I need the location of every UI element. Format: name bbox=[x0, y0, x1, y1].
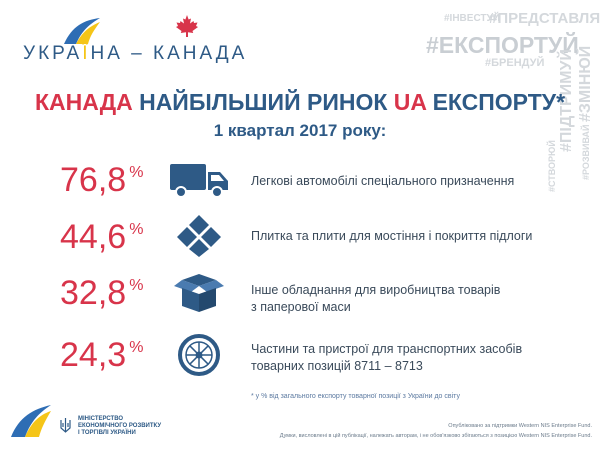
ministry-line: МІНІСТЕРСТВО bbox=[78, 416, 124, 422]
stat-unit: % bbox=[129, 164, 144, 181]
stat-unit: % bbox=[129, 277, 144, 294]
credit-line: Опубліковано за підтримки Western NIS En… bbox=[448, 423, 592, 429]
title-part: НАЙБІЛЬШИЙ РИНОК bbox=[139, 89, 388, 115]
trident-icon bbox=[60, 418, 71, 433]
ministry-line: І ТОРГІВЛІ УКРАЇНИ bbox=[78, 430, 136, 436]
hashtag: #ЕКСПОРТУЙ bbox=[426, 32, 579, 58]
ukraine-logo-mark bbox=[64, 18, 100, 44]
stat-value: 76,8% bbox=[60, 163, 143, 197]
page-subtitle: 1 квартал 2017 року: bbox=[213, 121, 387, 140]
stat-number: 32,8 bbox=[60, 274, 127, 312]
logo-highlight: Ї bbox=[82, 43, 91, 64]
tiles-icon bbox=[177, 215, 221, 257]
wheel-icon bbox=[178, 334, 220, 376]
row-description-line: товарних позицій 8711 – 8713 bbox=[251, 359, 423, 373]
row-description: Легкові автомобілі спеціального призначе… bbox=[251, 174, 515, 188]
hashtag: #БРЕНДУЙ bbox=[485, 57, 545, 69]
ministry-line: ЕКОНОМІЧНОГО РОЗВИТКУ bbox=[78, 423, 162, 429]
row-description-line: Інше обладнання для виробництва товарів bbox=[251, 283, 501, 297]
stat-value: 44,6% bbox=[60, 220, 143, 254]
stat-unit: % bbox=[129, 221, 144, 238]
title-part: КАНАДА bbox=[34, 89, 133, 115]
page-title: КАНАДА НАЙБІЛЬШИЙ РИНОК UA ЕКСПОРТУ* bbox=[0, 89, 600, 116]
footnote: * у % від загального експорту товарної п… bbox=[251, 393, 460, 400]
box-icon bbox=[174, 274, 224, 312]
row-description-line: Частини та пристрої для транспортних зас… bbox=[251, 342, 523, 356]
logo-part1: УКРА bbox=[23, 43, 83, 64]
hashtag: #СТВОРЮЙ bbox=[547, 140, 557, 192]
truck-icon bbox=[170, 164, 228, 198]
hashtag: #ІНВЕСТУЙ bbox=[444, 13, 500, 24]
ministry-logo-mark bbox=[11, 405, 51, 437]
stat-number: 24,3 bbox=[60, 336, 127, 374]
credit-disclaimer: Думки, висловлені в цій публікації, нале… bbox=[279, 433, 592, 439]
row-description: Плитка та плити для мостіння і покриття … bbox=[251, 229, 533, 243]
stat-number: 76,8 bbox=[60, 161, 127, 199]
title-part: ЕКСПОРТУ* bbox=[432, 89, 566, 115]
row-description-line: з паперової маси bbox=[251, 300, 351, 314]
title-part: UA bbox=[393, 89, 427, 115]
row-description: Частини та пристрої для транспортних зас… bbox=[251, 341, 522, 375]
maple-leaf-icon bbox=[176, 15, 198, 37]
ministry-name: МІНІСТЕРСТВО ЕКОНОМІЧНОГО РОЗВИТКУ І ТОРГІ… bbox=[78, 416, 161, 437]
hashtag: #ПРЕДСТАВЛЯЙ bbox=[489, 10, 600, 27]
logo-wordmark: УКРАЇНА – КАНАДА bbox=[23, 43, 247, 65]
stat-value: 24,3% bbox=[60, 338, 143, 372]
stat-number: 44,6 bbox=[60, 218, 127, 256]
stat-value: 32,8% bbox=[60, 276, 143, 310]
logo-part2: НА – КАНАДА bbox=[90, 43, 248, 64]
stat-unit: % bbox=[129, 339, 144, 356]
row-description: Інше обладнання для виробництва товарів з… bbox=[251, 282, 500, 316]
